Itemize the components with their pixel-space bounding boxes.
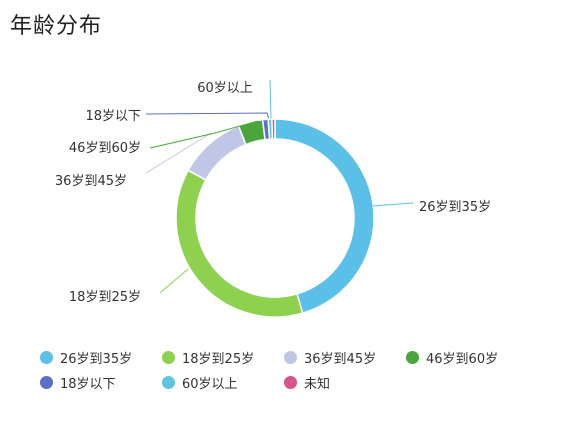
pie-slice-6[interactable]: [271, 118, 276, 140]
pie-slice-0[interactable]: [274, 118, 375, 314]
legend-item-3[interactable]: 46岁到60岁: [406, 348, 528, 367]
leader-line-1: [159, 268, 189, 294]
leader-line-5: [269, 79, 272, 120]
legend-item-4[interactable]: 18岁以下: [40, 373, 162, 392]
legend-swatch: [162, 376, 175, 389]
leader-line-0: [372, 202, 414, 207]
legend-swatch: [40, 351, 53, 364]
legend-item-2[interactable]: 36岁到45岁: [284, 348, 406, 367]
legend-label: 36岁到45岁: [304, 352, 377, 367]
slice-label-2: 36岁到45岁: [55, 174, 127, 189]
slice-label-4: 18岁以下: [85, 109, 141, 124]
chart-legend: 26岁到35岁 18岁到25岁 36岁到45岁 46岁到60岁 18岁以下 60岁以上 未知: [40, 348, 560, 392]
legend-swatch: [406, 351, 419, 364]
leader-line-3: [149, 120, 259, 149]
pie-slice-2[interactable]: [187, 124, 247, 181]
chart-title: 年龄分布: [10, 14, 103, 39]
leader-line-2: [145, 132, 212, 174]
slice-label-0: 26岁到35岁: [419, 200, 491, 215]
legend-item-1[interactable]: 18岁到25岁: [162, 348, 284, 367]
legend-label: 60岁以上: [182, 377, 238, 392]
legend-swatch: [162, 351, 175, 364]
legend-swatch: [40, 376, 53, 389]
leader-line-4: [145, 112, 270, 121]
legend-swatch: [284, 351, 297, 364]
pie-slice-1[interactable]: [175, 169, 304, 318]
legend-label: 46岁到60岁: [426, 352, 499, 367]
legend-item-5[interactable]: 60岁以上: [162, 373, 284, 392]
legend-label: 18岁到25岁: [182, 352, 255, 367]
legend-label: 26岁到35岁: [60, 352, 133, 367]
legend-label: 18岁以下: [60, 377, 116, 392]
legend-item-0[interactable]: 26岁到35岁: [40, 348, 162, 367]
slice-label-5: 60岁以上: [197, 81, 253, 96]
legend-swatch: [284, 376, 297, 389]
slice-label-3: 46岁到60岁: [69, 141, 141, 156]
legend-label: 未知: [304, 377, 331, 392]
slice-label-1: 18岁到25岁: [69, 290, 141, 305]
legend-item-6[interactable]: 未知: [284, 373, 406, 392]
